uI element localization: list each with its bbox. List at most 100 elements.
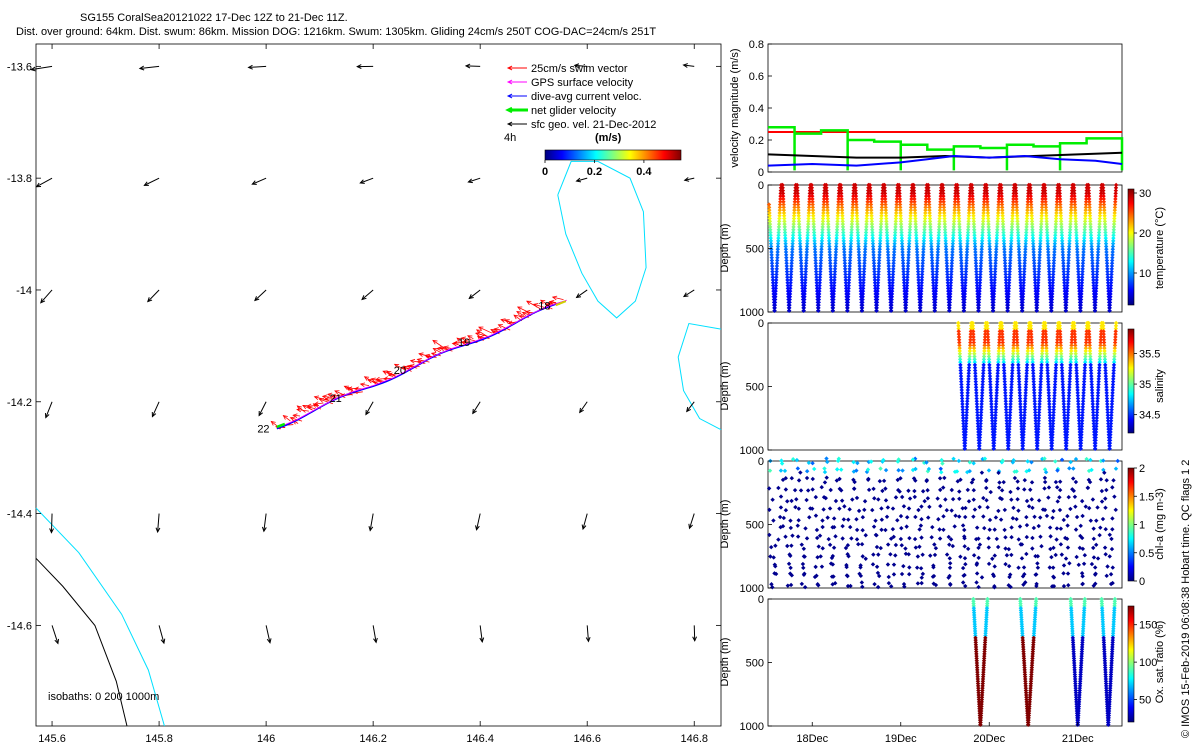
profile-point bbox=[1072, 323, 1077, 328]
profile-point bbox=[796, 506, 802, 511]
profile-point bbox=[856, 247, 861, 252]
profile-point bbox=[1065, 413, 1071, 418]
profile-point bbox=[918, 297, 924, 302]
profile-point bbox=[1031, 371, 1036, 376]
profile-point bbox=[1081, 382, 1087, 387]
profile-point bbox=[1008, 407, 1013, 412]
profile-point bbox=[1109, 263, 1115, 269]
profile-point bbox=[1102, 343, 1107, 348]
profile-point bbox=[804, 536, 810, 541]
profile-point bbox=[1023, 235, 1029, 241]
profile-point bbox=[916, 277, 921, 283]
profile-point bbox=[960, 401, 965, 407]
depth-y-tick-label: 1000 bbox=[740, 307, 764, 319]
profile-point bbox=[850, 199, 856, 204]
profile-point bbox=[1016, 365, 1021, 370]
profile-point bbox=[1022, 572, 1027, 577]
profile-point bbox=[1058, 331, 1063, 337]
profile-point bbox=[1028, 690, 1033, 695]
profile-point bbox=[788, 582, 794, 588]
profile-point bbox=[919, 288, 924, 294]
profile-point bbox=[909, 191, 914, 196]
profile-point bbox=[1044, 351, 1049, 356]
profile-point bbox=[1103, 235, 1108, 241]
profile-point bbox=[1084, 331, 1089, 337]
profile-point bbox=[974, 390, 979, 396]
legend-entry: GPS surface velocity bbox=[506, 77, 634, 89]
profile-point bbox=[983, 631, 988, 636]
profile-point bbox=[849, 219, 855, 224]
profile-point bbox=[772, 297, 778, 302]
profile-point bbox=[1020, 635, 1025, 641]
profile-point bbox=[996, 191, 1002, 196]
profile-point bbox=[880, 191, 885, 196]
profile-point bbox=[1036, 266, 1042, 272]
profile-point bbox=[965, 382, 971, 387]
profile-point bbox=[1040, 191, 1046, 196]
profile-point bbox=[1016, 362, 1021, 368]
profile-point bbox=[913, 213, 918, 218]
profile-point bbox=[820, 221, 825, 227]
profile-point bbox=[1079, 644, 1085, 650]
profile-point bbox=[1028, 487, 1033, 492]
profile-point bbox=[1037, 252, 1042, 258]
profile-point bbox=[853, 185, 858, 190]
profile-point bbox=[883, 207, 889, 213]
profile-point bbox=[880, 193, 885, 199]
profile-point bbox=[1079, 571, 1085, 576]
profile-point bbox=[792, 205, 797, 210]
profile-point bbox=[1090, 497, 1096, 502]
profile-point bbox=[907, 496, 913, 501]
profile-point bbox=[847, 269, 852, 274]
profile-point bbox=[971, 610, 977, 615]
profile-point bbox=[981, 368, 986, 373]
profile-point bbox=[1109, 658, 1114, 663]
profile-point bbox=[1074, 235, 1079, 241]
profile-point bbox=[1029, 210, 1034, 216]
profile-point bbox=[890, 275, 896, 280]
profile-point bbox=[1063, 308, 1069, 313]
profile-point bbox=[812, 247, 818, 252]
profile-point bbox=[1001, 368, 1007, 373]
profile-point bbox=[986, 345, 991, 351]
profile-point bbox=[897, 191, 902, 196]
profile-point bbox=[942, 210, 947, 216]
profile-point bbox=[908, 216, 913, 221]
profile-point bbox=[810, 205, 816, 210]
profile-point bbox=[1060, 244, 1065, 249]
profile-point bbox=[813, 269, 819, 274]
profile-point bbox=[878, 230, 883, 235]
map-colorbar bbox=[544, 149, 682, 161]
profile-point bbox=[1073, 527, 1079, 532]
profile-point bbox=[1110, 527, 1115, 532]
profile-point bbox=[791, 227, 796, 232]
swim-vector-arrow-head bbox=[490, 329, 496, 334]
profile-point bbox=[853, 193, 859, 199]
profile-point bbox=[1031, 241, 1036, 246]
profile-point bbox=[1007, 410, 1013, 415]
profile-point bbox=[1006, 443, 1011, 449]
profile-point bbox=[767, 507, 772, 513]
profile-point bbox=[900, 247, 905, 252]
profile-point bbox=[1047, 272, 1052, 277]
profile-point bbox=[804, 261, 809, 266]
profile-point bbox=[983, 628, 988, 634]
profile-point bbox=[898, 205, 903, 210]
profile-point bbox=[777, 205, 783, 210]
profile-point bbox=[1108, 424, 1114, 429]
profile-point bbox=[1014, 320, 1019, 326]
geo-velocity-arrow-head bbox=[365, 409, 370, 416]
profile-point bbox=[903, 302, 909, 308]
profile-point bbox=[785, 275, 790, 280]
profile-point bbox=[1001, 241, 1007, 246]
profile-point bbox=[1060, 249, 1065, 255]
swim-vector-arrow-head bbox=[418, 352, 424, 357]
profile-point bbox=[863, 230, 869, 235]
profile-point bbox=[1063, 305, 1069, 311]
profile-point bbox=[1022, 255, 1028, 260]
profile-point bbox=[1100, 608, 1105, 613]
profile-point bbox=[995, 362, 1001, 368]
profile-point bbox=[956, 334, 962, 340]
profile-point bbox=[1021, 286, 1026, 291]
profile-point bbox=[846, 283, 851, 288]
